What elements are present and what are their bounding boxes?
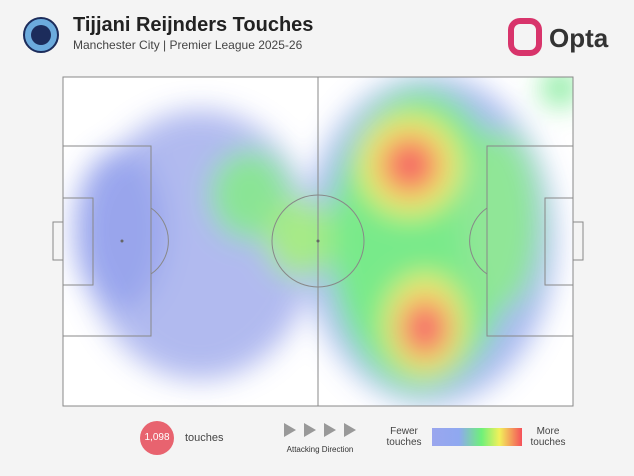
heatmap — [75, 77, 573, 405]
direction-label: Attacking Direction — [286, 445, 354, 454]
brand: Opta — [549, 23, 609, 53]
title: Tijjani Reijnders Touches — [73, 14, 314, 36]
touches-count: 1,098 — [144, 432, 170, 443]
legend-gradient — [432, 428, 522, 446]
penalty-spot — [120, 239, 124, 243]
brand-logo — [508, 18, 542, 56]
legend-high: More touches — [530, 426, 566, 448]
center-spot — [316, 239, 320, 243]
touches-badge — [140, 421, 174, 455]
legend-low: Fewer touches — [386, 426, 422, 448]
pitch-lines — [52, 76, 584, 407]
touches-unit: touches — [185, 432, 224, 444]
subtitle: Manchester City | Premier League 2025-26 — [73, 38, 303, 52]
direction-arrows — [284, 423, 356, 437]
club-badge-inner — [31, 25, 51, 45]
